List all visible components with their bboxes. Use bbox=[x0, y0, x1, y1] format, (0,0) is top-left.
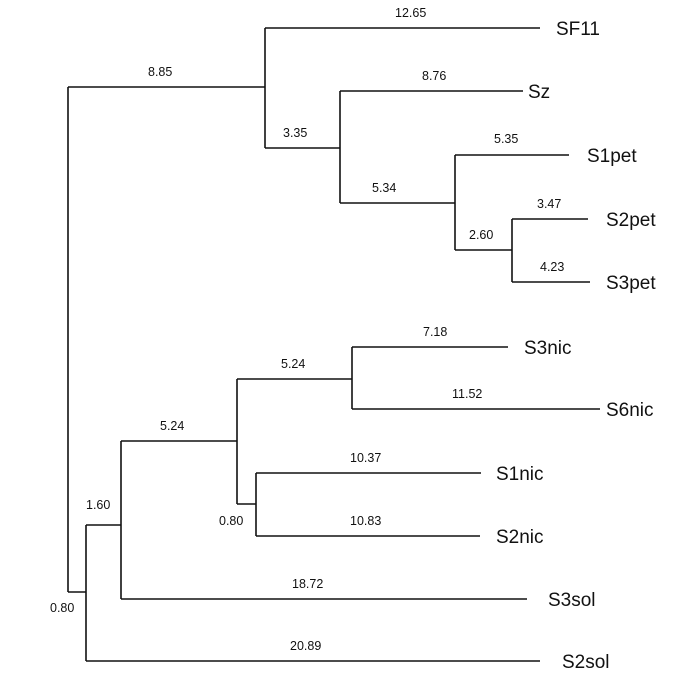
s2nic-length-label: 10.83 bbox=[350, 514, 381, 528]
s3nic-length-label: 7.18 bbox=[423, 325, 447, 339]
s3pet-length-label: 4.23 bbox=[540, 260, 564, 274]
nic-clade-length-label: 5.24 bbox=[160, 419, 184, 433]
taxon-label-s1pet: S1pet bbox=[587, 146, 637, 167]
top-clade-length-label: 8.85 bbox=[148, 65, 172, 79]
s36nic-clade-length-label: 5.24 bbox=[281, 357, 305, 371]
taxon-label-s2sol: S2sol bbox=[562, 652, 610, 673]
taxon-label-s6nic: S6nic bbox=[606, 400, 654, 421]
s2pet-length-label: 3.47 bbox=[537, 197, 561, 211]
taxon-labels: SF11 Sz S1pet S2pet S3pet S3nic S6nic S1… bbox=[496, 19, 656, 673]
s6nic-length-label: 11.52 bbox=[452, 387, 482, 401]
branch-length-labels: 12.65 8.85 8.76 3.35 5.35 5.34 3.47 2.60… bbox=[50, 6, 564, 653]
s23pet-clade-length-label: 2.60 bbox=[469, 228, 493, 242]
root-length-label: 0.80 bbox=[50, 601, 74, 615]
taxon-label-s2nic: S2nic bbox=[496, 527, 544, 548]
taxon-label-s3pet: S3pet bbox=[606, 273, 656, 294]
sf11-length-label: 12.65 bbox=[395, 6, 426, 20]
s2sol-length-label: 20.89 bbox=[290, 639, 321, 653]
pet-clade-length-label: 5.34 bbox=[372, 181, 396, 195]
s1nic-length-label: 10.37 bbox=[350, 451, 381, 465]
s12nic-clade-length-label: 0.80 bbox=[219, 514, 243, 528]
taxon-label-sf11: SF11 bbox=[556, 19, 600, 40]
s1pet-length-label: 5.35 bbox=[494, 132, 518, 146]
bottom-clade-length-label: 1.60 bbox=[86, 498, 110, 512]
taxon-label-s3sol: S3sol bbox=[548, 590, 596, 611]
taxon-label-sz: Sz bbox=[528, 82, 550, 103]
tree-branches bbox=[67, 27, 600, 662]
sz-s-clade-length-label: 3.35 bbox=[283, 126, 307, 140]
taxon-label-s2pet: S2pet bbox=[606, 210, 656, 231]
s3sol-length-label: 18.72 bbox=[292, 577, 323, 591]
sz-length-label: 8.76 bbox=[422, 69, 446, 83]
taxon-label-s3nic: S3nic bbox=[524, 338, 572, 359]
taxon-label-s1nic: S1nic bbox=[496, 464, 544, 485]
